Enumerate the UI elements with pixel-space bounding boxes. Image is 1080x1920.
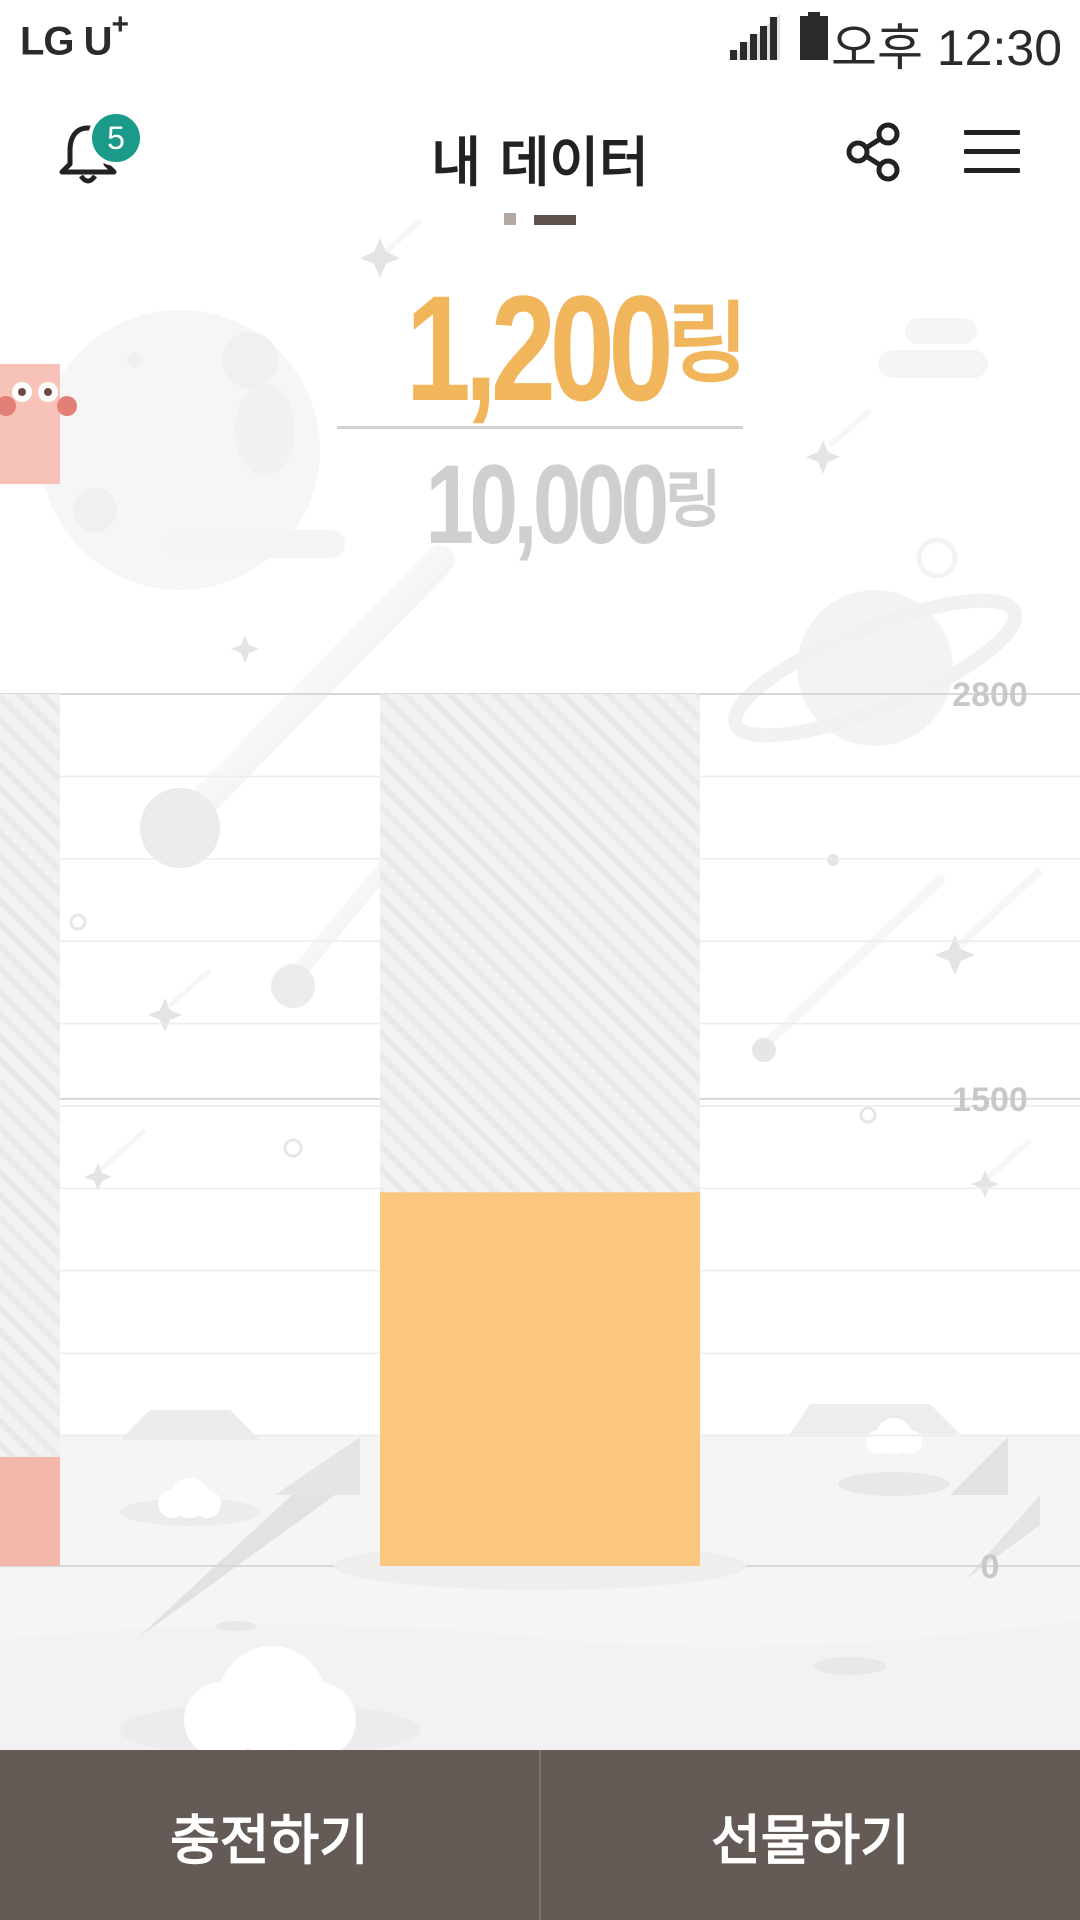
carrier-plus: + — [111, 8, 130, 41]
character-cheek-left — [0, 396, 16, 416]
planet-illustration — [728, 537, 1022, 746]
side-bar-fill — [0, 1457, 60, 1566]
current-balance: 1,200링 — [330, 262, 750, 435]
charge-button[interactable]: 충전하기 — [170, 1808, 369, 1872]
bottom-action-bar: 충전하기 선물하기 — [0, 1750, 1080, 1920]
star-illustrations — [69, 238, 999, 1198]
carrier-name: LG U — [20, 19, 113, 64]
status-bar: LG U+ 오후 12:30 — [0, 0, 1080, 76]
signal-icon — [728, 14, 780, 60]
total-balance-unit: 링 — [664, 466, 722, 535]
chart-tick-label: 0 — [981, 1548, 1000, 1586]
main-bar-fill — [380, 1192, 700, 1566]
total-balance: 10,000링 — [340, 440, 740, 569]
app-header: 5 내 데이터 — [0, 90, 1080, 220]
page-title: 내 데이터 — [431, 131, 649, 194]
character-cheek-right — [57, 396, 77, 416]
gift-button[interactable]: 선물하기 — [711, 1808, 910, 1872]
share-icon[interactable] — [842, 120, 906, 184]
total-balance-amount: 10,000 — [425, 442, 670, 567]
side-bar-track — [0, 694, 60, 1566]
current-balance-amount: 1,200 — [405, 264, 674, 432]
notification-badge: 5 — [88, 110, 144, 166]
menu-icon[interactable] — [964, 130, 1020, 174]
status-time: 오후 12:30 — [830, 20, 1062, 76]
chart-tick-label: 2800 — [952, 676, 1028, 714]
current-balance-unit: 링 — [667, 294, 749, 393]
page-indicator — [0, 213, 1080, 225]
balance-divider — [337, 426, 743, 429]
carrier-label: LG U+ — [20, 8, 129, 64]
page-dot-1 — [504, 213, 516, 225]
battery-icon — [800, 12, 828, 60]
chart-tick-label: 1500 — [952, 1081, 1028, 1119]
moon-illustration — [40, 310, 345, 590]
character-pupil-right — [44, 388, 52, 396]
meteor-illustrations — [98, 217, 1043, 1183]
character-pupil-left — [18, 388, 26, 396]
cloud-illustration — [878, 318, 988, 378]
character-body — [0, 364, 60, 484]
action-divider — [539, 1750, 541, 1920]
page-dot-2-active — [534, 215, 576, 225]
